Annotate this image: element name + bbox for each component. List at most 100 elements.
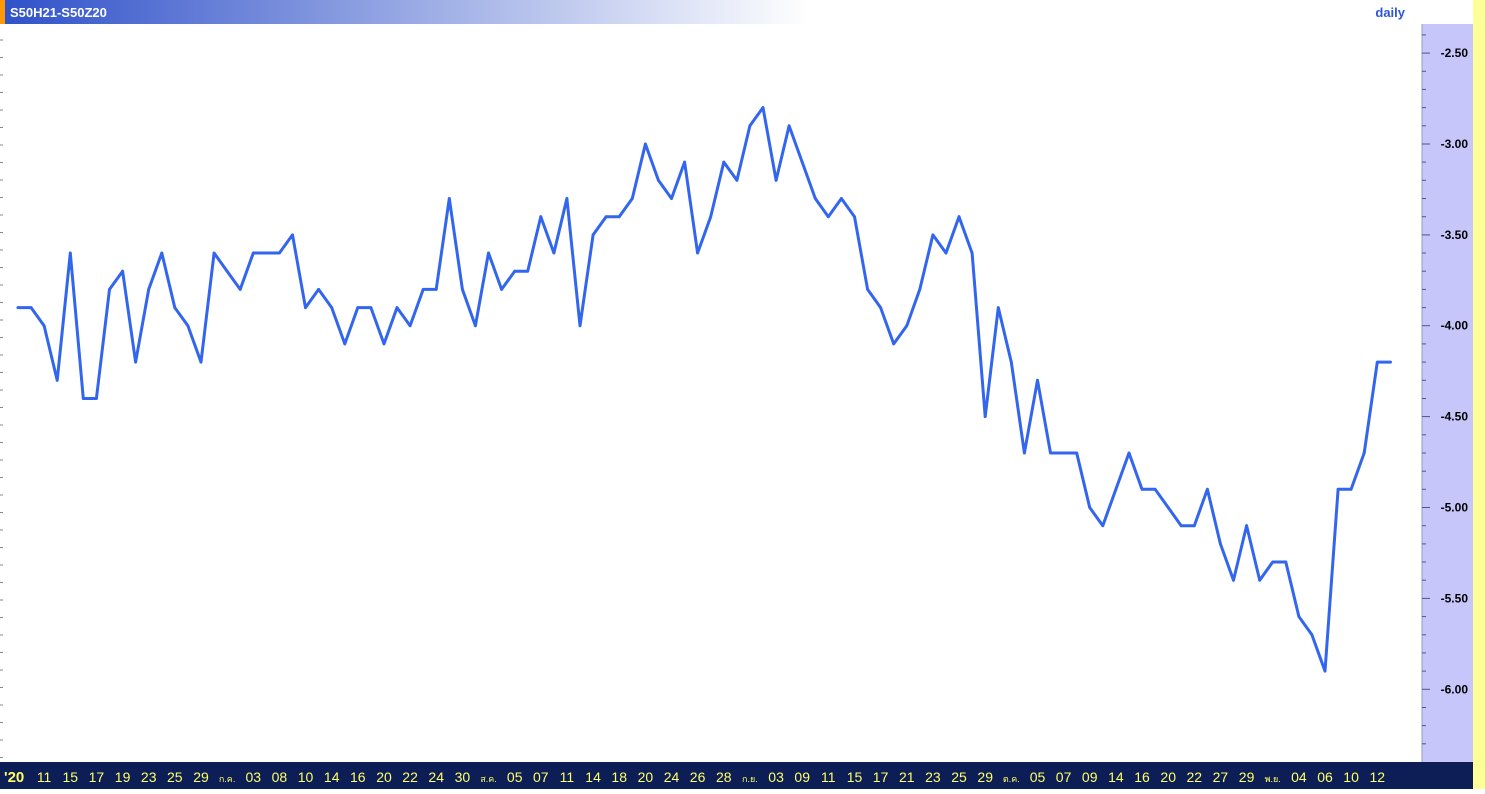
data-point — [1062, 451, 1065, 455]
data-point — [121, 269, 124, 273]
data-point — [526, 269, 530, 273]
data-point — [1192, 524, 1196, 528]
data-point — [1075, 451, 1079, 455]
x-tick-label: 07 — [533, 769, 549, 785]
x-tick-label: 08 — [272, 769, 288, 785]
data-point — [264, 251, 268, 255]
data-point — [147, 288, 151, 291]
data-point — [447, 197, 451, 200]
x-tick-label: 16 — [350, 769, 366, 785]
data-point — [578, 324, 582, 328]
x-tick-label: 23 — [141, 769, 157, 785]
x-tick-label: 24 — [428, 769, 444, 785]
x-axis-bar — [0, 762, 1473, 789]
data-point — [918, 288, 922, 291]
data-point — [42, 324, 46, 328]
x-tick-label: 10 — [1343, 769, 1359, 785]
data-point — [1023, 451, 1026, 455]
data-point — [644, 142, 647, 146]
x-tick-label: 28 — [716, 769, 732, 785]
data-point — [1127, 451, 1131, 455]
data-point — [134, 360, 138, 364]
data-point — [970, 251, 974, 255]
data-point — [1310, 633, 1314, 637]
x-tick-label: 05 — [507, 769, 523, 785]
x-tick-label: 12 — [1370, 769, 1386, 785]
x-tick-label: 14 — [1108, 769, 1124, 785]
data-point — [957, 215, 961, 219]
data-point — [1009, 360, 1013, 364]
data-point — [278, 251, 281, 255]
data-point — [879, 306, 882, 309]
x-tick-label: 18 — [611, 769, 627, 785]
data-point — [68, 251, 72, 255]
x-tick-label: 25 — [167, 769, 183, 785]
data-point — [761, 106, 765, 109]
x-month-label: พ.ย. — [1265, 774, 1281, 784]
y-tick-label: -4.00 — [1441, 319, 1469, 333]
data-point — [356, 306, 360, 309]
y-axis-panel — [1422, 24, 1473, 762]
data-point — [617, 215, 621, 219]
y-tick-label: -5.00 — [1441, 501, 1469, 515]
data-point — [434, 288, 438, 291]
data-point — [16, 306, 20, 309]
x-tick-label: 29 — [193, 769, 209, 785]
data-point — [800, 160, 804, 164]
x-tick-label: 30 — [455, 769, 471, 785]
data-point — [1323, 669, 1327, 673]
x-tick-label: 14 — [324, 769, 340, 785]
chart-symbol-title: S50H21-S50Z20 — [10, 5, 107, 20]
data-point — [1101, 524, 1105, 528]
x-tick-label: 23 — [925, 769, 941, 785]
x-tick-label: 05 — [1030, 769, 1046, 785]
x-tick-label: 19 — [115, 769, 131, 785]
x-month-label: ก.ค. — [219, 774, 235, 784]
x-tick-label: 11 — [821, 769, 836, 785]
data-point — [160, 251, 164, 255]
data-point — [1297, 615, 1301, 618]
data-point — [1232, 578, 1235, 582]
data-point — [1271, 560, 1275, 564]
data-point — [251, 251, 255, 255]
x-month-label: ก.ย. — [742, 774, 758, 784]
data-point — [186, 324, 190, 328]
series-line — [16, 106, 1392, 673]
data-point — [1114, 487, 1118, 491]
data-point — [604, 215, 608, 219]
x-axis: '20 11 15 17 19 23 25 29 ก.ค. 03 08 10 14 16 20 22 24 30 ส… — [4, 769, 1385, 786]
y-tick-label: -4.50 — [1441, 410, 1469, 424]
x-tick-label: '20 — [4, 769, 24, 786]
data-point — [813, 197, 817, 200]
data-point — [1389, 360, 1392, 364]
data-point — [461, 288, 464, 291]
x-tick-label: 27 — [1213, 769, 1229, 785]
data-point — [683, 160, 686, 164]
data-point — [474, 324, 477, 328]
data-point — [552, 251, 556, 255]
header-bar — [0, 0, 1473, 24]
data-point — [1349, 487, 1353, 491]
data-point — [395, 306, 399, 309]
x-tick-label: 20 — [376, 769, 392, 785]
data-point — [408, 324, 412, 328]
x-tick-label: 21 — [899, 769, 915, 785]
chart-period-label: daily — [1375, 5, 1405, 20]
data-point — [709, 215, 713, 219]
y-tick-label: -3.50 — [1441, 228, 1469, 242]
x-tick-label: 03 — [246, 769, 262, 785]
data-point — [291, 233, 294, 237]
data-point — [1375, 360, 1379, 364]
y-axis: -2.50 -3.00 -3.50 -4.00 -4.50 -5.00 -5.50 -6.00 — [1422, 34, 1469, 745]
data-point — [735, 178, 739, 182]
data-point — [1245, 524, 1248, 528]
data-point — [1036, 378, 1039, 382]
data-point — [81, 397, 85, 400]
data-point — [944, 251, 948, 255]
data-point — [565, 197, 569, 200]
data-point — [1258, 578, 1262, 582]
y-tick-label: -3.00 — [1441, 137, 1469, 151]
data-point — [1153, 487, 1157, 491]
data-point — [905, 324, 909, 328]
data-point — [1049, 451, 1052, 455]
